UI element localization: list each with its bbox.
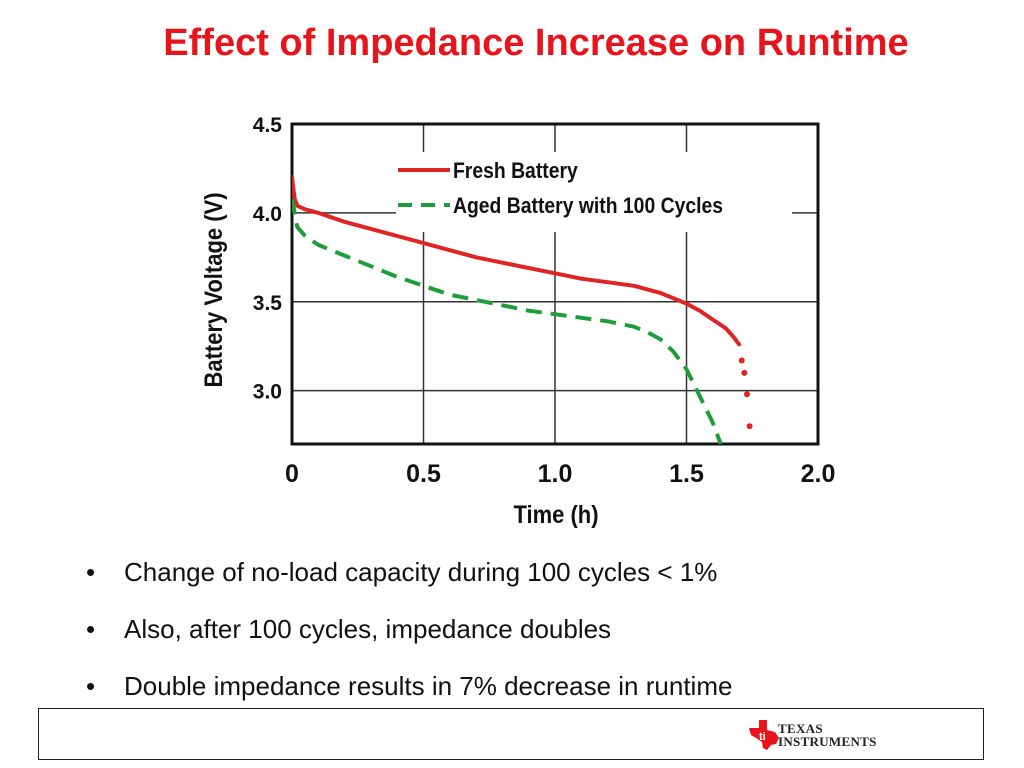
x-tick-label: 0	[285, 460, 299, 488]
x-tick-label: 1.5	[669, 460, 704, 488]
ti-wordmark: Texas Instruments	[778, 722, 877, 748]
svg-text:ti: ti	[759, 731, 766, 743]
series-point-fresh-battery	[741, 369, 748, 376]
voltage-runtime-chart: 4.5 4.0 3.5 3.0 0 0.5 1.0 1.5 2.0 Time (h) Batt…	[200, 114, 836, 529]
y-tick-label: 4.0	[253, 203, 282, 226]
bullet-item: Change of no-load capacity during 100 cy…	[86, 552, 732, 609]
y-tick-label: 3.5	[253, 292, 283, 315]
bullet-list: Change of no-load capacity during 100 cy…	[86, 552, 732, 723]
ti-wordmark-line1: Texas	[778, 721, 823, 736]
y-tick-label: 3.0	[253, 381, 282, 404]
footer-box	[38, 708, 984, 760]
x-axis-label: Time (h)	[513, 501, 598, 529]
x-tick-label: 0.5	[406, 460, 441, 488]
x-tick-labels: 0 0.5 1.0 1.5 2.0	[285, 460, 835, 488]
series-layer	[292, 175, 753, 444]
y-axis-label: Battery Voltage (V)	[200, 192, 228, 387]
bullet-item: Also, after 100 cycles, impedance double…	[86, 609, 732, 666]
legend: Fresh Battery Aged Battery with 100 Cycl…	[396, 152, 792, 232]
series-point-fresh-battery	[743, 391, 750, 398]
bullet-item: Double impedance results in 7% decrease …	[86, 666, 732, 723]
x-tick-label: 1.0	[538, 460, 573, 488]
series-line-aged-battery	[292, 198, 723, 444]
legend-label-aged: Aged Battery with 100 Cycles	[453, 194, 723, 218]
series-point-fresh-battery	[738, 357, 745, 364]
legend-label-fresh: Fresh Battery	[453, 159, 578, 183]
y-tick-label: 4.5	[253, 114, 283, 137]
ti-wordmark-line2: Instruments	[778, 734, 877, 749]
slide-title: Effect of Impedance Increase on Runtime	[163, 22, 909, 64]
texas-state-ti-icon: ti	[749, 720, 779, 750]
x-tick-label: 2.0	[801, 460, 836, 488]
series-line-fresh-battery	[292, 175, 742, 347]
y-tick-labels: 4.5 4.0 3.5 3.0	[253, 114, 283, 404]
series-point-fresh-battery	[746, 423, 753, 430]
plot-frame	[290, 122, 820, 446]
legend-background	[396, 152, 792, 232]
